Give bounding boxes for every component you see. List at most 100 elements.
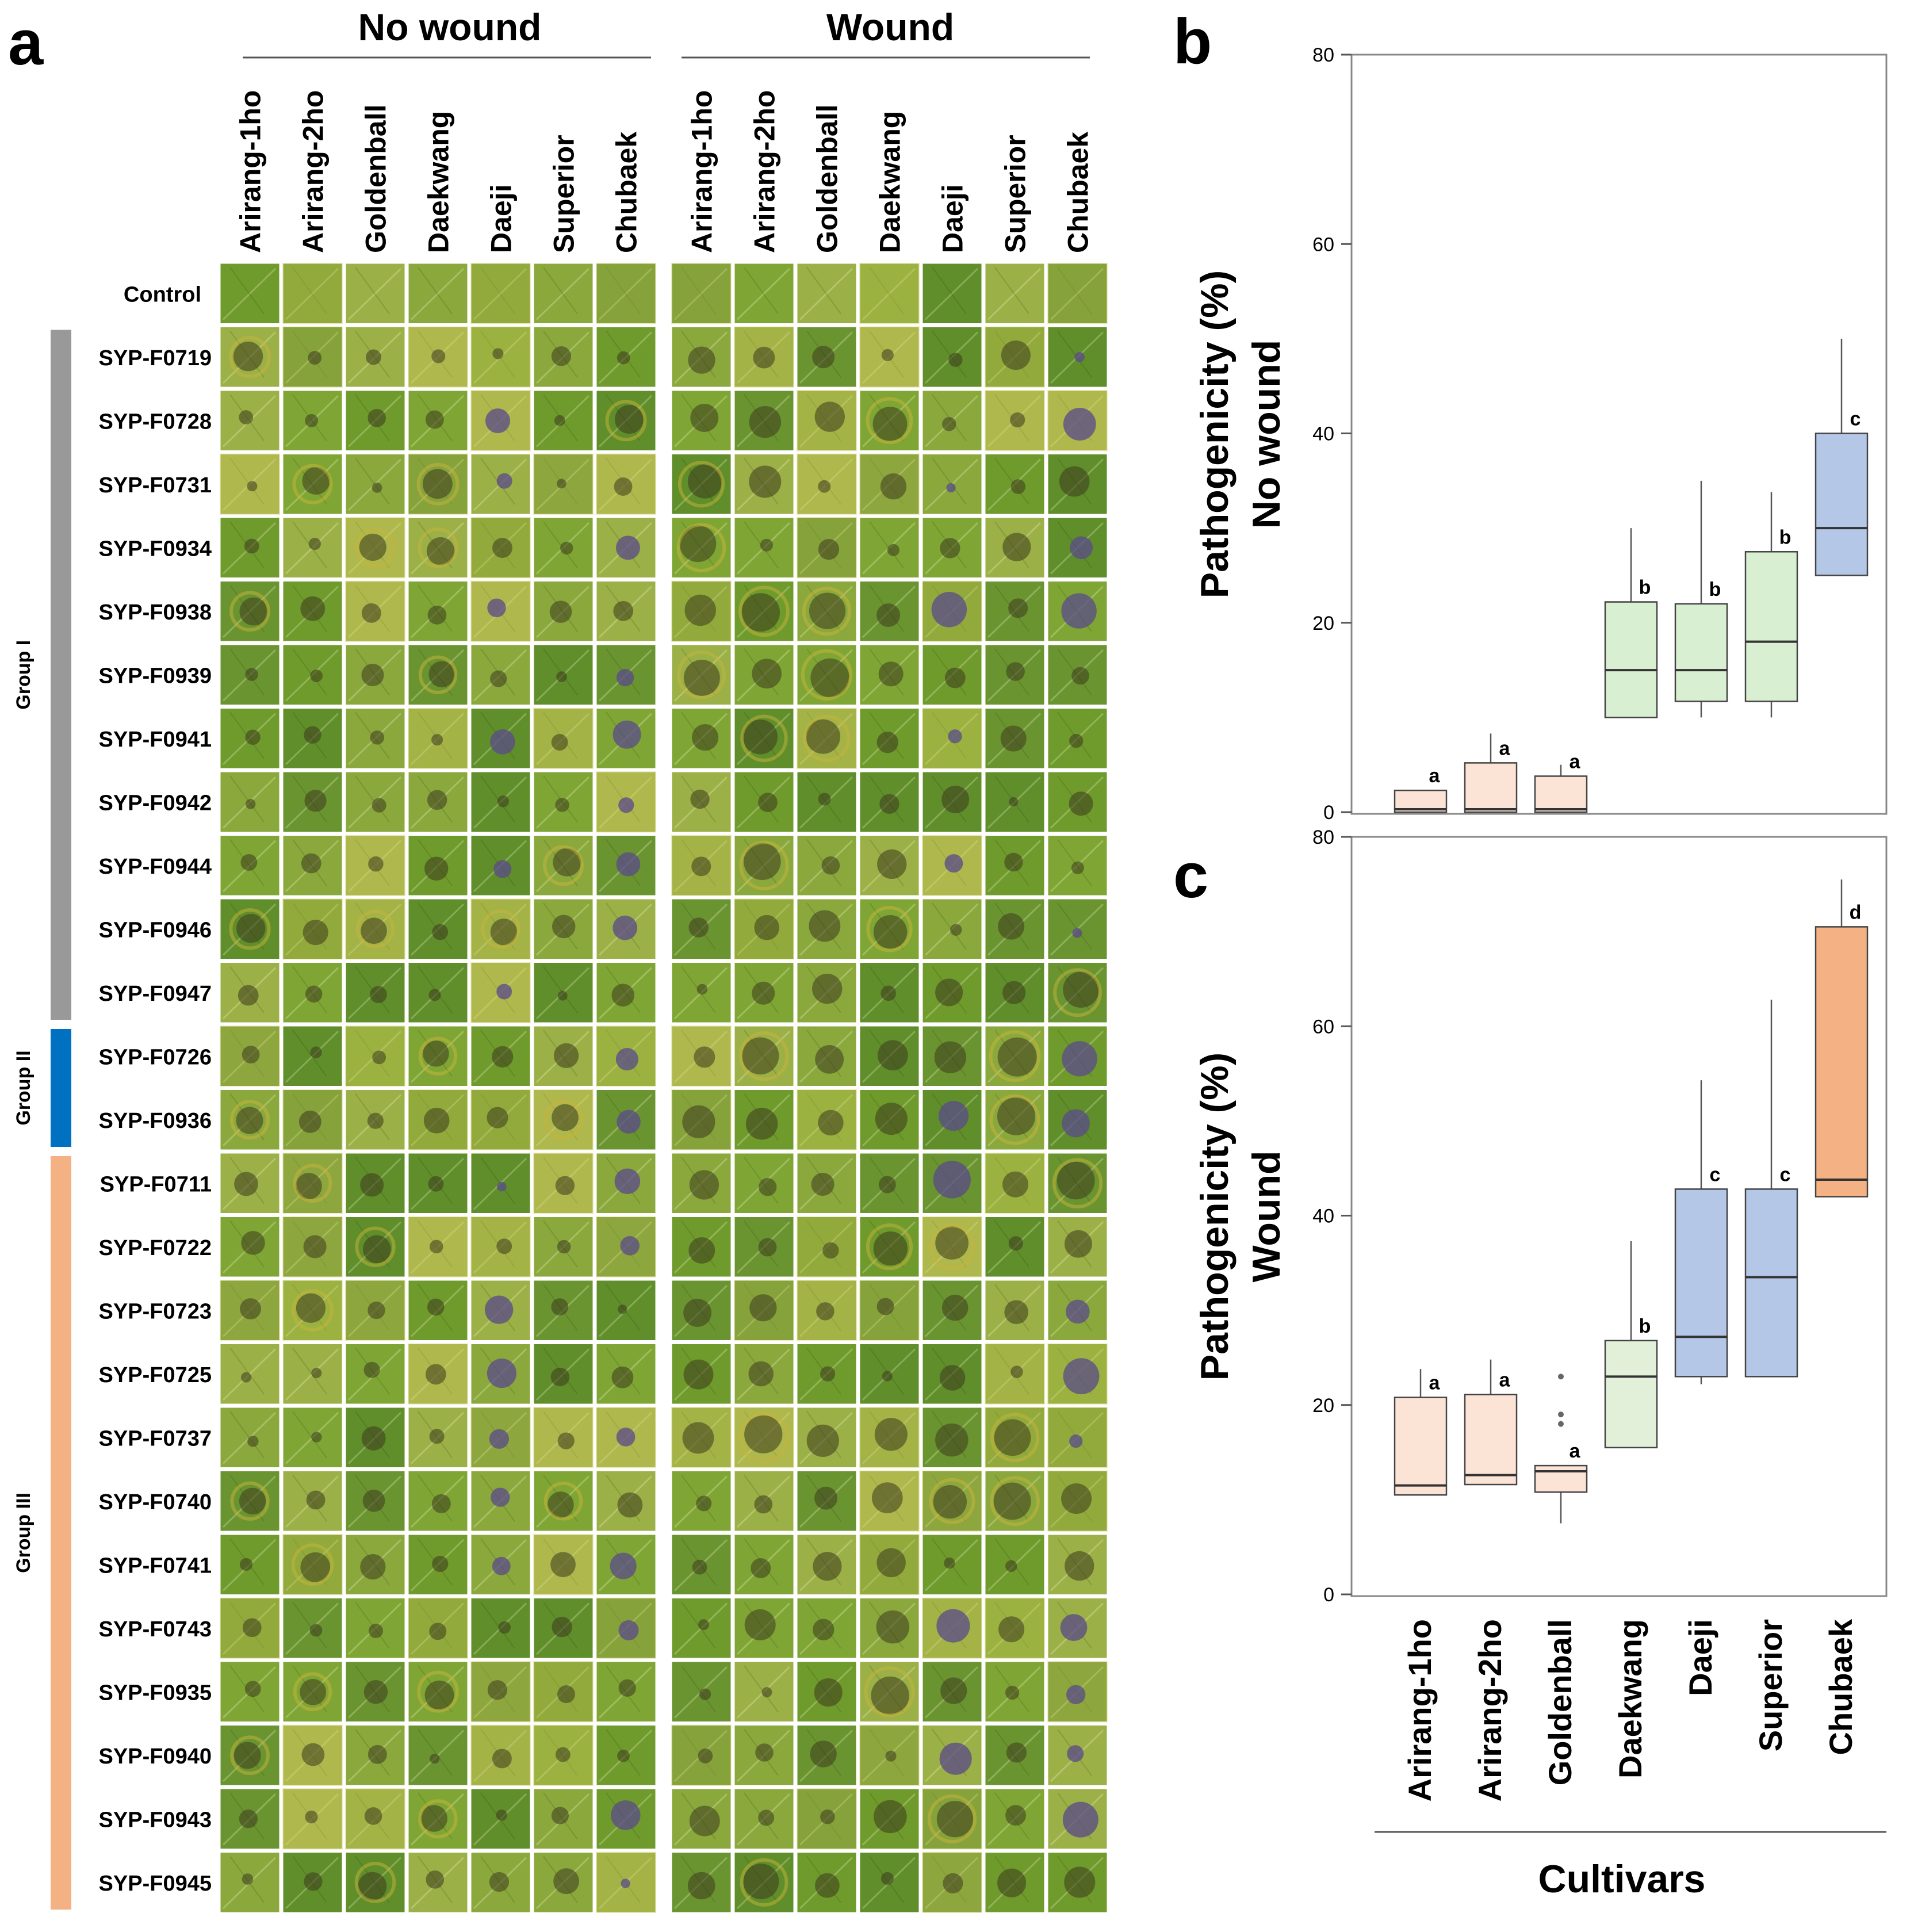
leaf-cell: [670, 1724, 733, 1787]
row-label-isolate: SYP-F0941: [99, 728, 212, 752]
row-label-isolate: SYP-F0722: [99, 1236, 212, 1260]
leaf-cell: [795, 1597, 858, 1660]
leaf-cell: [469, 326, 532, 389]
leaf-cell: [858, 389, 921, 452]
leaf-cell: [595, 580, 657, 643]
chart-c-boxes: a a a b c c d: [1394, 879, 1869, 1524]
leaf-cell: [858, 1597, 921, 1660]
leaf-cell: [670, 1470, 733, 1533]
row-label-isolate: SYP-F0946: [99, 918, 212, 942]
panel-label-a: a: [8, 7, 44, 78]
leaf-cell: [281, 1533, 344, 1596]
leaf-cell: [795, 1088, 858, 1151]
leaf-cell: [670, 1088, 733, 1151]
leaf-cell: [858, 1724, 921, 1787]
leaf-cell: [344, 1851, 407, 1914]
leaf-cell: [219, 1151, 281, 1215]
group-label-1: Group I: [13, 640, 35, 710]
leaf-cell: [670, 961, 733, 1024]
significance-letter: b: [1639, 1315, 1651, 1337]
box-arirang-1ho: a: [1394, 765, 1448, 813]
leaf-cell: [344, 1342, 407, 1406]
outlier-point: [1558, 1421, 1564, 1427]
leaf-cell: [795, 1151, 858, 1215]
y-tick-label: 0: [1323, 1584, 1334, 1606]
leaf-cell: [795, 1406, 858, 1469]
leaf-cell: [532, 1215, 595, 1279]
leaf-cell: [344, 580, 407, 643]
leaf-cell: [1046, 1342, 1109, 1406]
significance-letter: c: [1850, 408, 1861, 430]
leaf-cell: [344, 1279, 407, 1342]
leaf-cell: [1046, 1088, 1109, 1151]
y-tick-label: 80: [1312, 827, 1334, 848]
chart-b-y-axis: 0 20 40 60 80: [1312, 44, 1352, 824]
leaf-cell: [921, 1151, 983, 1215]
leaf-cell: [983, 1279, 1046, 1342]
leaf-cell: [469, 453, 532, 516]
leaf-cell: [344, 389, 407, 452]
leaf-cell: [733, 389, 795, 452]
leaf-cell: [858, 1088, 921, 1151]
leaf-cell: [407, 389, 469, 452]
leaf-cell: [795, 1787, 858, 1850]
leaf-cell: [1046, 1597, 1109, 1660]
chart-b-no-wound: 0 20 40 60 80 a a a b b b c Pathogenicity (%) No w…: [1193, 44, 1888, 824]
leaf-cell: [595, 453, 657, 516]
leaf-cell: [344, 1151, 407, 1215]
significance-letter: b: [1779, 526, 1791, 548]
leaf-cell: [858, 453, 921, 516]
leaf-cell: [281, 389, 344, 452]
box-daeji: c: [1674, 1080, 1728, 1384]
leaf-cell: [795, 389, 858, 452]
leaf-cell: [407, 1597, 469, 1660]
leaf-cell: [1046, 580, 1109, 643]
leaf-cell: [219, 1342, 281, 1406]
row-label-isolate: SYP-F0945: [99, 1872, 212, 1896]
column-label-wound-goldenball: Goldenball: [811, 105, 844, 253]
leaf-cell: [1046, 1024, 1109, 1088]
box-body: [1394, 1397, 1448, 1496]
leaf-cell: [733, 1787, 795, 1850]
row-label-isolate: SYP-F0726: [99, 1045, 212, 1069]
leaf-cell: [733, 516, 795, 579]
leaf-cell: [532, 1470, 595, 1533]
leaf-cell: [281, 1597, 344, 1660]
leaf-cell: [921, 1406, 983, 1469]
leaf-cell: [532, 643, 595, 706]
row-label-isolate: SYP-F0943: [99, 1808, 212, 1832]
leaf-cell: [983, 453, 1046, 516]
row-label-isolate: SYP-F0737: [99, 1426, 212, 1451]
leaf-cell: [983, 326, 1046, 389]
leaf-cell: [344, 516, 407, 579]
leaf-cell: [921, 1342, 983, 1406]
leaf-cell: [219, 580, 281, 643]
leaf-cell: [733, 834, 795, 897]
box-body: [1464, 1394, 1518, 1486]
leaf-cell: [281, 643, 344, 706]
leaf-cell: [795, 516, 858, 579]
leaf-cell: [983, 1406, 1046, 1469]
leaf-cell: [281, 707, 344, 770]
leaf-cell: [407, 1724, 469, 1787]
column-label-no-wound-arirang-2ho: Arirang-2ho: [297, 90, 330, 253]
leaf-cell: [281, 961, 344, 1024]
leaf-cell: [858, 961, 921, 1024]
x-axis-title: Cultivars: [1538, 1857, 1706, 1901]
leaf-cell: [469, 897, 532, 961]
row-label-isolate: SYP-F0731: [99, 473, 212, 498]
box-body: [1604, 601, 1658, 718]
box-goldenball: a: [1534, 1374, 1588, 1524]
leaf-cell: [344, 897, 407, 961]
leaf-cell: [983, 1787, 1046, 1850]
leaf-cell: [733, 1151, 795, 1215]
leaf-cell: [795, 1533, 858, 1596]
row-label-isolate: SYP-F0743: [99, 1617, 212, 1642]
column-label-no-wound-arirang-1ho: Arirang-1ho: [235, 90, 267, 253]
leaf-cell: [532, 1151, 595, 1215]
leaf-cell: [733, 1660, 795, 1723]
leaf-cell: [983, 961, 1046, 1024]
wound-header: Wound: [826, 6, 954, 48]
leaf-cell: [983, 1724, 1046, 1787]
